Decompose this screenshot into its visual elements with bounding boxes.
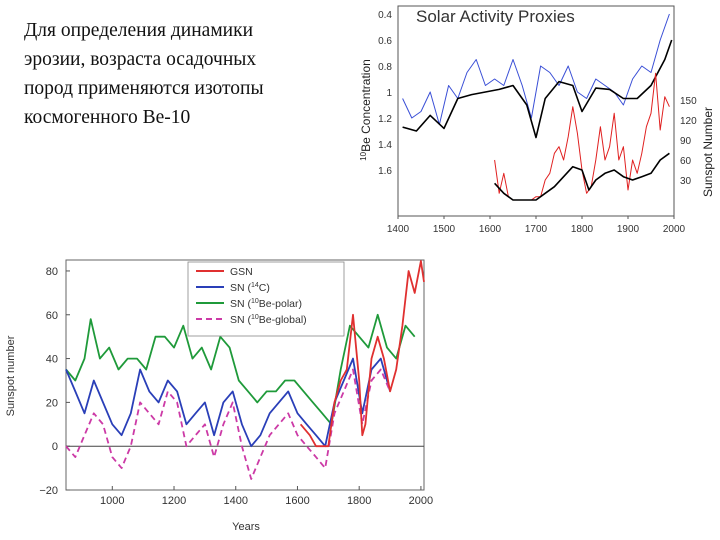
chart1-x-tick-label: 1400 [387,224,410,235]
chart2-x-axis-label: Years [232,521,260,533]
slide-text: Для определения динамики эрозии, возраст… [24,16,344,132]
chart2-series-line-2 [65,313,416,426]
chart1-right-tick-label: 30 [680,176,692,187]
chart1-series-line-1 [402,39,673,139]
text-line-4: космогенного Be-10 [24,107,191,128]
text-line-2: эрозии, возраста осадочных [24,49,257,70]
chart2-legend-label: SN (14C) [230,282,270,294]
text-line-1: Для определения динамики [24,20,254,41]
chart1-left-tick-label: 1.6 [378,166,392,177]
chart2-x-tick-label: 1200 [162,495,186,507]
chart1-title: Solar Activity Proxies [416,7,575,26]
chart2-y-tick-label: 20 [46,397,58,409]
chart1-left-tick-label: 1 [386,88,392,99]
chart1-right-tick-label: 120 [680,116,697,127]
chart1-x-tick-label: 2000 [663,224,686,235]
chart1-x-tick-label: 1600 [479,224,502,235]
chart1-left-axis-ticks: 0.4 0.6 0.8 1 1.2 1.4 1.6 [378,10,392,177]
chart1-series [402,13,673,201]
chart1-left-tick-label: 0.4 [378,10,392,21]
chart2-y-tick-label: −20 [39,485,58,497]
chart1-right-tick-label: 90 [680,136,692,147]
chart2-series [65,260,425,480]
chart2-legend-box [187,261,345,337]
chart2-legend-label: SN (10Be-polar) [230,298,302,310]
chart1-left-axis-label-main: Be Concentration [359,59,373,152]
chart1-left-axis-label-sup: 10 [359,151,368,160]
chart2-x-tick-label: 1800 [347,495,371,507]
chart2-legend-label-base: GSN [230,266,253,278]
chart2-legend-label: GSN [230,266,253,278]
chart2-x-tick-label: 1600 [285,495,309,507]
chart2-y-tick-label: 40 [46,354,58,366]
chart2-legend-label: SN (10Be-global) [230,314,307,326]
chart1-x-tick-label: 1500 [433,224,456,235]
chart2-legend-label-sup: 14 [251,282,259,289]
chart1-left-axis-label: 10Be Concentration [359,59,373,161]
chart1-series-line-3 [494,152,670,201]
chart2-y-tick-label: 0 [52,441,58,453]
chart1-left-tick-label: 0.6 [378,36,392,47]
chart2-x-axis-ticks: 1000 1200 1400 1600 1800 2000 [100,486,433,507]
chart1-right-tick-label: 150 [680,96,697,107]
chart1-left-tick-label: 0.8 [378,62,392,73]
chart1-right-axis-label: Sunspot Number [701,107,715,197]
chart1-x-tick-label: 1700 [525,224,548,235]
text-line-3: пород применяются изотопы [24,78,264,99]
chart1-x-tick-label: 1800 [571,224,594,235]
chart2-legend-label-tail: Be-global) [259,314,307,326]
solar-activity-chart: Solar Activity Proxies 0.4 0.6 0.8 1 1.2 1.4 1… [352,0,720,240]
sunspot-reconstruction-chart: 80 60 40 20 0 −20 1000 1200 1400 1600 1800 2000 GS… [0,252,440,540]
chart1-x-axis-ticks: 1400 1500 1600 1700 1800 1900 2000 [387,216,686,235]
chart1-x-tick-label: 1900 [617,224,640,235]
chart2-series-line-0 [299,260,425,448]
chart2-legend-label-base: SN ( [230,282,252,294]
chart2-legend-label-tail: C) [259,282,270,294]
chart2-legend-label-sup: 10 [251,314,259,321]
chart2-y-axis-label: Sunspot number [5,335,17,416]
chart1-right-axis-ticks: 150 120 90 60 30 [680,96,697,187]
chart1-right-tick-label: 60 [680,156,692,167]
chart2-x-tick-label: 2000 [409,495,433,507]
chart1-left-tick-label: 1.4 [378,140,392,151]
chart2-x-tick-label: 1400 [223,495,247,507]
chart2-legend-label-tail: Be-polar) [259,298,302,310]
chart2-y-tick-label: 80 [46,266,58,278]
chart2-y-tick-label: 60 [46,310,58,322]
chart2-series-line-3 [65,368,391,480]
chart2-legend-label-base: SN ( [230,298,252,310]
chart2-legend-label-base: SN ( [230,314,252,326]
chart2-y-axis-ticks: 80 60 40 20 0 −20 [39,266,70,497]
chart1-left-tick-label: 1.2 [378,114,392,125]
chart2-x-tick-label: 1000 [100,495,124,507]
chart2-plot-area [65,259,425,491]
chart1-series-line-0 [402,13,670,125]
chart2-legend-label-sup: 10 [251,298,259,305]
